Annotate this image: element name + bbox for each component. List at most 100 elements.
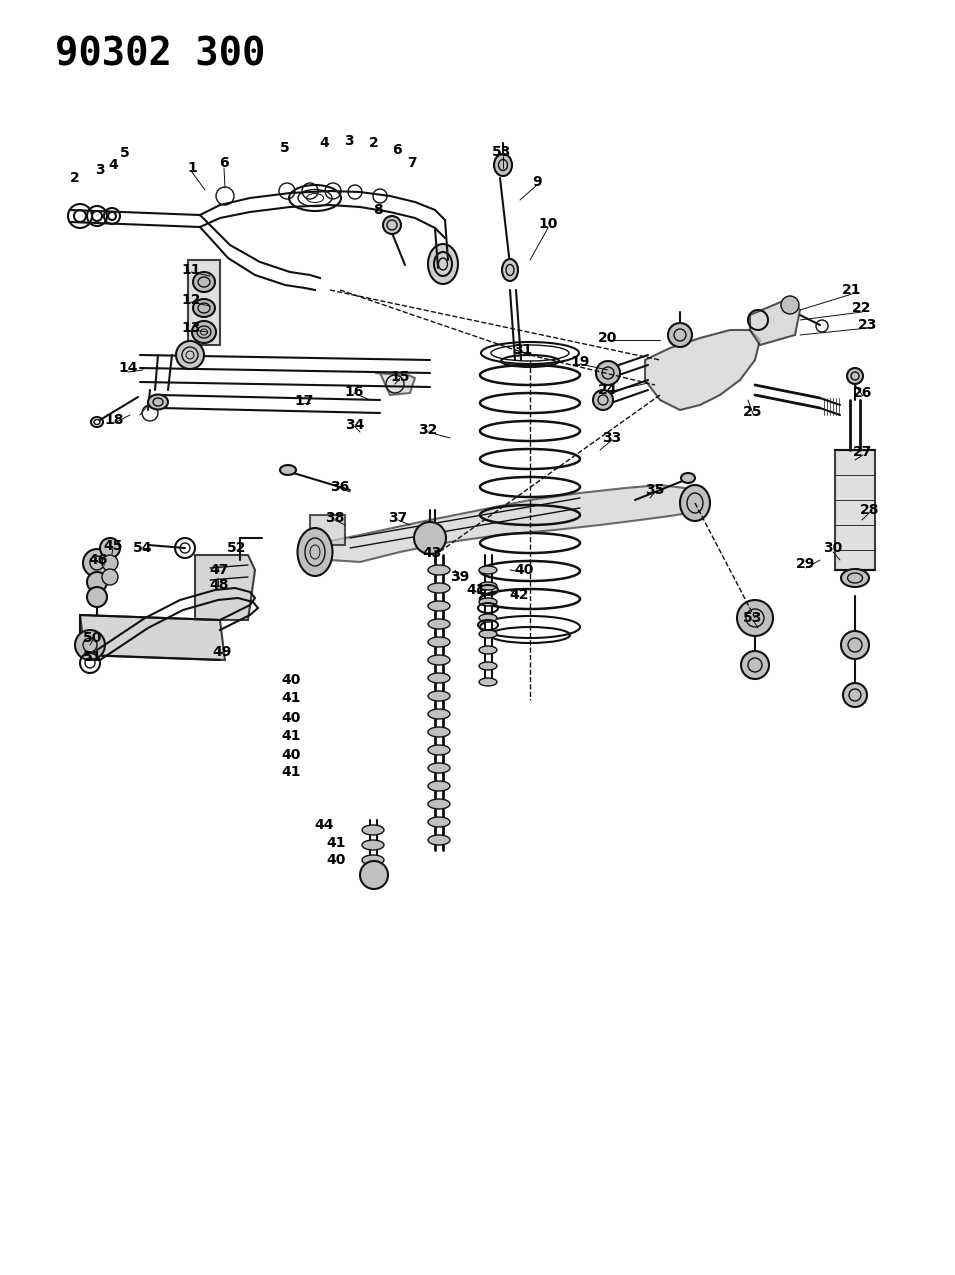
- Ellipse shape: [428, 691, 450, 701]
- Circle shape: [596, 361, 620, 385]
- Polygon shape: [310, 515, 345, 544]
- Circle shape: [414, 521, 446, 555]
- Ellipse shape: [176, 340, 204, 368]
- Text: 31: 31: [514, 343, 533, 357]
- Circle shape: [847, 368, 863, 384]
- Text: 29: 29: [796, 557, 816, 571]
- Polygon shape: [375, 374, 415, 395]
- Text: 40: 40: [282, 748, 301, 762]
- Text: 28: 28: [860, 504, 880, 516]
- Text: 43: 43: [422, 546, 442, 560]
- Text: 13: 13: [181, 321, 201, 335]
- Text: 27: 27: [854, 445, 873, 459]
- Text: 23: 23: [859, 317, 878, 332]
- Ellipse shape: [479, 678, 497, 686]
- Polygon shape: [310, 484, 700, 562]
- Text: 22: 22: [852, 301, 872, 315]
- Text: 2: 2: [370, 136, 379, 150]
- Text: 25: 25: [743, 405, 763, 419]
- Polygon shape: [750, 298, 800, 346]
- Text: 3: 3: [96, 163, 105, 177]
- Text: 4: 4: [319, 136, 329, 150]
- Text: 47: 47: [209, 564, 228, 578]
- Circle shape: [87, 572, 107, 592]
- Text: 38: 38: [326, 511, 345, 525]
- Text: 51: 51: [83, 650, 103, 664]
- Text: 6: 6: [220, 156, 229, 170]
- Circle shape: [75, 630, 105, 660]
- Polygon shape: [835, 450, 875, 570]
- Circle shape: [843, 683, 867, 708]
- Text: 42: 42: [509, 588, 529, 602]
- Text: 30: 30: [823, 541, 842, 555]
- Ellipse shape: [502, 259, 518, 280]
- Ellipse shape: [428, 244, 458, 284]
- Text: 5: 5: [280, 142, 290, 156]
- Text: 40: 40: [282, 711, 301, 725]
- Text: 40: 40: [515, 564, 534, 578]
- Text: 41: 41: [466, 583, 486, 597]
- Circle shape: [841, 631, 869, 659]
- Ellipse shape: [280, 465, 296, 476]
- Ellipse shape: [428, 835, 450, 845]
- Text: 46: 46: [88, 553, 108, 567]
- Circle shape: [100, 538, 120, 558]
- Ellipse shape: [428, 673, 450, 683]
- Circle shape: [668, 323, 692, 347]
- Ellipse shape: [193, 300, 215, 317]
- Text: 34: 34: [346, 418, 365, 432]
- Text: 39: 39: [451, 570, 470, 584]
- Text: 12: 12: [181, 293, 201, 307]
- Ellipse shape: [681, 473, 695, 483]
- Circle shape: [593, 390, 613, 411]
- Text: 20: 20: [599, 332, 618, 346]
- Text: 7: 7: [407, 156, 416, 170]
- Text: 26: 26: [854, 386, 873, 400]
- Text: 3: 3: [344, 134, 353, 148]
- Ellipse shape: [362, 856, 384, 864]
- Text: 35: 35: [646, 483, 665, 497]
- Polygon shape: [80, 615, 225, 660]
- Text: 41: 41: [282, 691, 301, 705]
- Ellipse shape: [680, 484, 710, 521]
- Ellipse shape: [428, 638, 450, 646]
- Circle shape: [737, 601, 773, 636]
- Text: 41: 41: [282, 765, 301, 779]
- Text: 52: 52: [227, 541, 246, 555]
- Ellipse shape: [428, 709, 450, 719]
- Text: 21: 21: [842, 283, 861, 297]
- Ellipse shape: [428, 727, 450, 737]
- Text: 44: 44: [314, 819, 333, 833]
- Polygon shape: [645, 330, 760, 411]
- Ellipse shape: [428, 583, 450, 593]
- Ellipse shape: [298, 528, 332, 576]
- Text: 48: 48: [209, 578, 229, 592]
- Text: 36: 36: [330, 479, 350, 493]
- Circle shape: [383, 215, 401, 235]
- Circle shape: [102, 569, 118, 585]
- Polygon shape: [188, 260, 220, 346]
- Text: 90302 300: 90302 300: [55, 34, 265, 73]
- Polygon shape: [195, 555, 255, 620]
- Text: 40: 40: [327, 853, 346, 867]
- Ellipse shape: [479, 630, 497, 638]
- Text: 6: 6: [393, 143, 402, 157]
- Ellipse shape: [479, 615, 497, 622]
- Text: 4: 4: [108, 158, 117, 172]
- Ellipse shape: [192, 321, 216, 343]
- Circle shape: [87, 586, 107, 607]
- Text: 45: 45: [103, 539, 123, 553]
- Circle shape: [83, 550, 111, 578]
- Ellipse shape: [479, 581, 497, 590]
- Text: 1: 1: [187, 161, 197, 175]
- Text: 9: 9: [532, 175, 541, 189]
- Text: 17: 17: [294, 394, 313, 408]
- Ellipse shape: [428, 817, 450, 827]
- Text: 2: 2: [70, 171, 80, 185]
- Ellipse shape: [362, 840, 384, 850]
- Ellipse shape: [428, 762, 450, 773]
- Text: 8: 8: [373, 203, 383, 217]
- Text: 14: 14: [118, 361, 138, 375]
- Ellipse shape: [479, 646, 497, 654]
- Text: 5: 5: [120, 147, 130, 159]
